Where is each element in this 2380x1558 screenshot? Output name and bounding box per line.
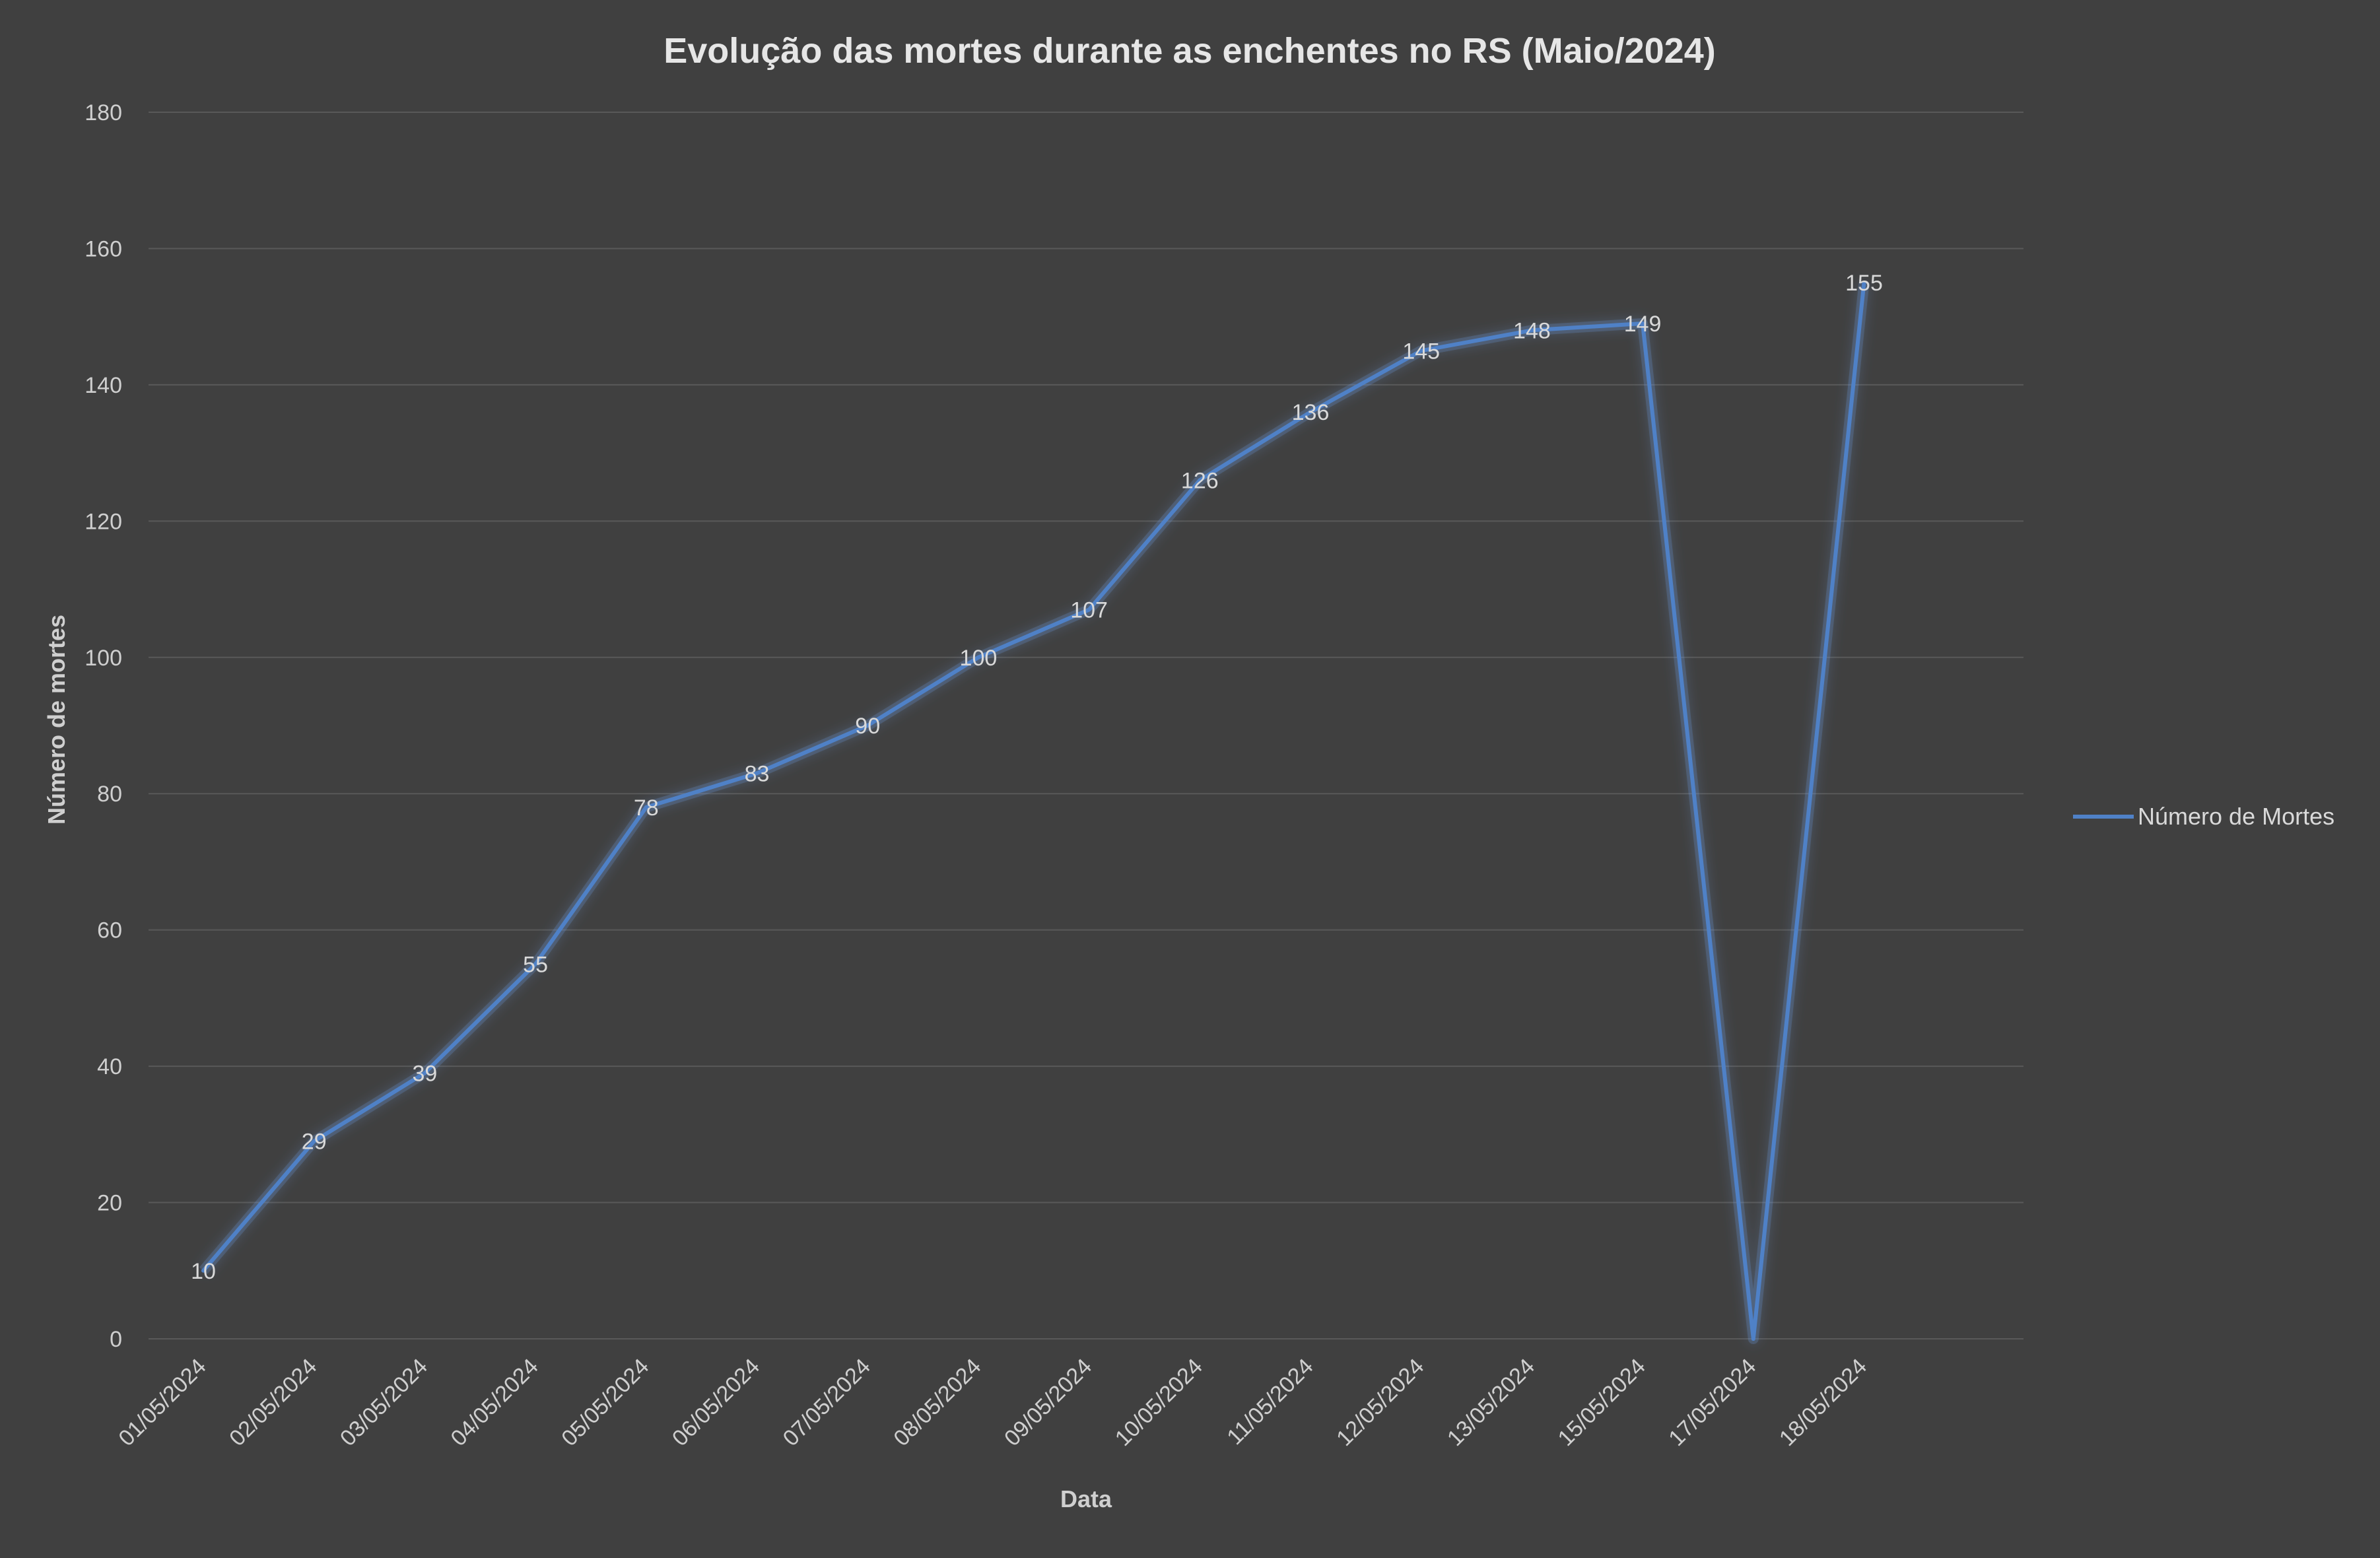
x-tick-label: 10/05/2024 xyxy=(1110,1354,1207,1451)
data-point xyxy=(312,1139,316,1143)
x-tick-label: 06/05/2024 xyxy=(667,1354,765,1451)
data-label: 90 xyxy=(855,714,880,739)
data-point xyxy=(1198,478,1202,483)
data-point xyxy=(644,805,648,809)
data-point xyxy=(1087,607,1091,612)
data-point xyxy=(1530,328,1534,333)
y-tick-label: 0 xyxy=(110,1327,122,1352)
x-tick-label: 02/05/2024 xyxy=(224,1354,322,1451)
data-point xyxy=(1862,281,1866,285)
data-label: 136 xyxy=(1292,400,1330,425)
y-tick-label: 100 xyxy=(85,646,122,671)
data-label: 145 xyxy=(1402,339,1440,364)
x-tick-label: 09/05/2024 xyxy=(1000,1354,1097,1451)
data-label: 148 xyxy=(1513,318,1551,343)
x-tick-label: 15/05/2024 xyxy=(1553,1354,1650,1451)
y-tick-label: 140 xyxy=(85,373,122,398)
y-tick-label: 20 xyxy=(97,1191,122,1216)
x-axis-title: Data xyxy=(1060,1485,1112,1512)
legend-entry: Número de Mortes xyxy=(2138,803,2334,830)
x-tick-label: 13/05/2024 xyxy=(1443,1354,1540,1451)
x-tick-label: 01/05/2024 xyxy=(114,1354,211,1451)
data-point xyxy=(1641,321,1645,325)
data-point xyxy=(533,962,538,966)
data-label: 29 xyxy=(302,1130,327,1155)
x-tick-label: 05/05/2024 xyxy=(557,1354,654,1451)
series-line-glow xyxy=(199,282,1870,1344)
x-tick-label: 18/05/2024 xyxy=(1775,1354,1872,1451)
x-tick-label: 04/05/2024 xyxy=(446,1354,543,1451)
y-tick-label: 120 xyxy=(85,509,122,534)
data-label: 55 xyxy=(523,952,548,977)
data-point xyxy=(866,724,870,728)
chart-title: Evolução das mortes durante as enchentes… xyxy=(663,31,1715,71)
data-label: 78 xyxy=(634,796,659,821)
y-tick-label: 60 xyxy=(97,918,122,943)
data-label: 100 xyxy=(960,646,998,671)
data-label: 83 xyxy=(745,761,770,786)
y-tick-label: 160 xyxy=(85,236,122,261)
series-line xyxy=(201,282,1866,1341)
legend: Número de Mortes xyxy=(2073,803,2334,830)
data-label: 10 xyxy=(191,1259,216,1284)
data-point xyxy=(976,655,980,660)
x-tick-label: 12/05/2024 xyxy=(1332,1354,1429,1451)
x-tick-label: 03/05/2024 xyxy=(335,1354,432,1451)
x-tick-label: 08/05/2024 xyxy=(889,1354,986,1451)
data-point xyxy=(755,771,759,776)
x-tick-label: 11/05/2024 xyxy=(1222,1354,1318,1450)
x-tick-label: 17/05/2024 xyxy=(1664,1354,1761,1451)
data-point xyxy=(1751,1337,1755,1341)
data-point xyxy=(1419,349,1423,353)
data-point xyxy=(1309,410,1312,415)
data-label: 155 xyxy=(1845,271,1883,296)
y-axis-title: Número de mortes xyxy=(43,615,70,825)
y-tick-label: 40 xyxy=(97,1054,122,1079)
y-tick-label: 80 xyxy=(97,782,122,807)
data-label: 39 xyxy=(412,1061,437,1086)
x-tick-label: 07/05/2024 xyxy=(778,1354,875,1451)
y-tick-label: 180 xyxy=(85,100,122,125)
data-label: 126 xyxy=(1181,468,1219,493)
data-point xyxy=(423,1071,427,1075)
data-point xyxy=(201,1268,205,1273)
data-label: 149 xyxy=(1624,312,1662,337)
data-label: 107 xyxy=(1070,598,1108,623)
